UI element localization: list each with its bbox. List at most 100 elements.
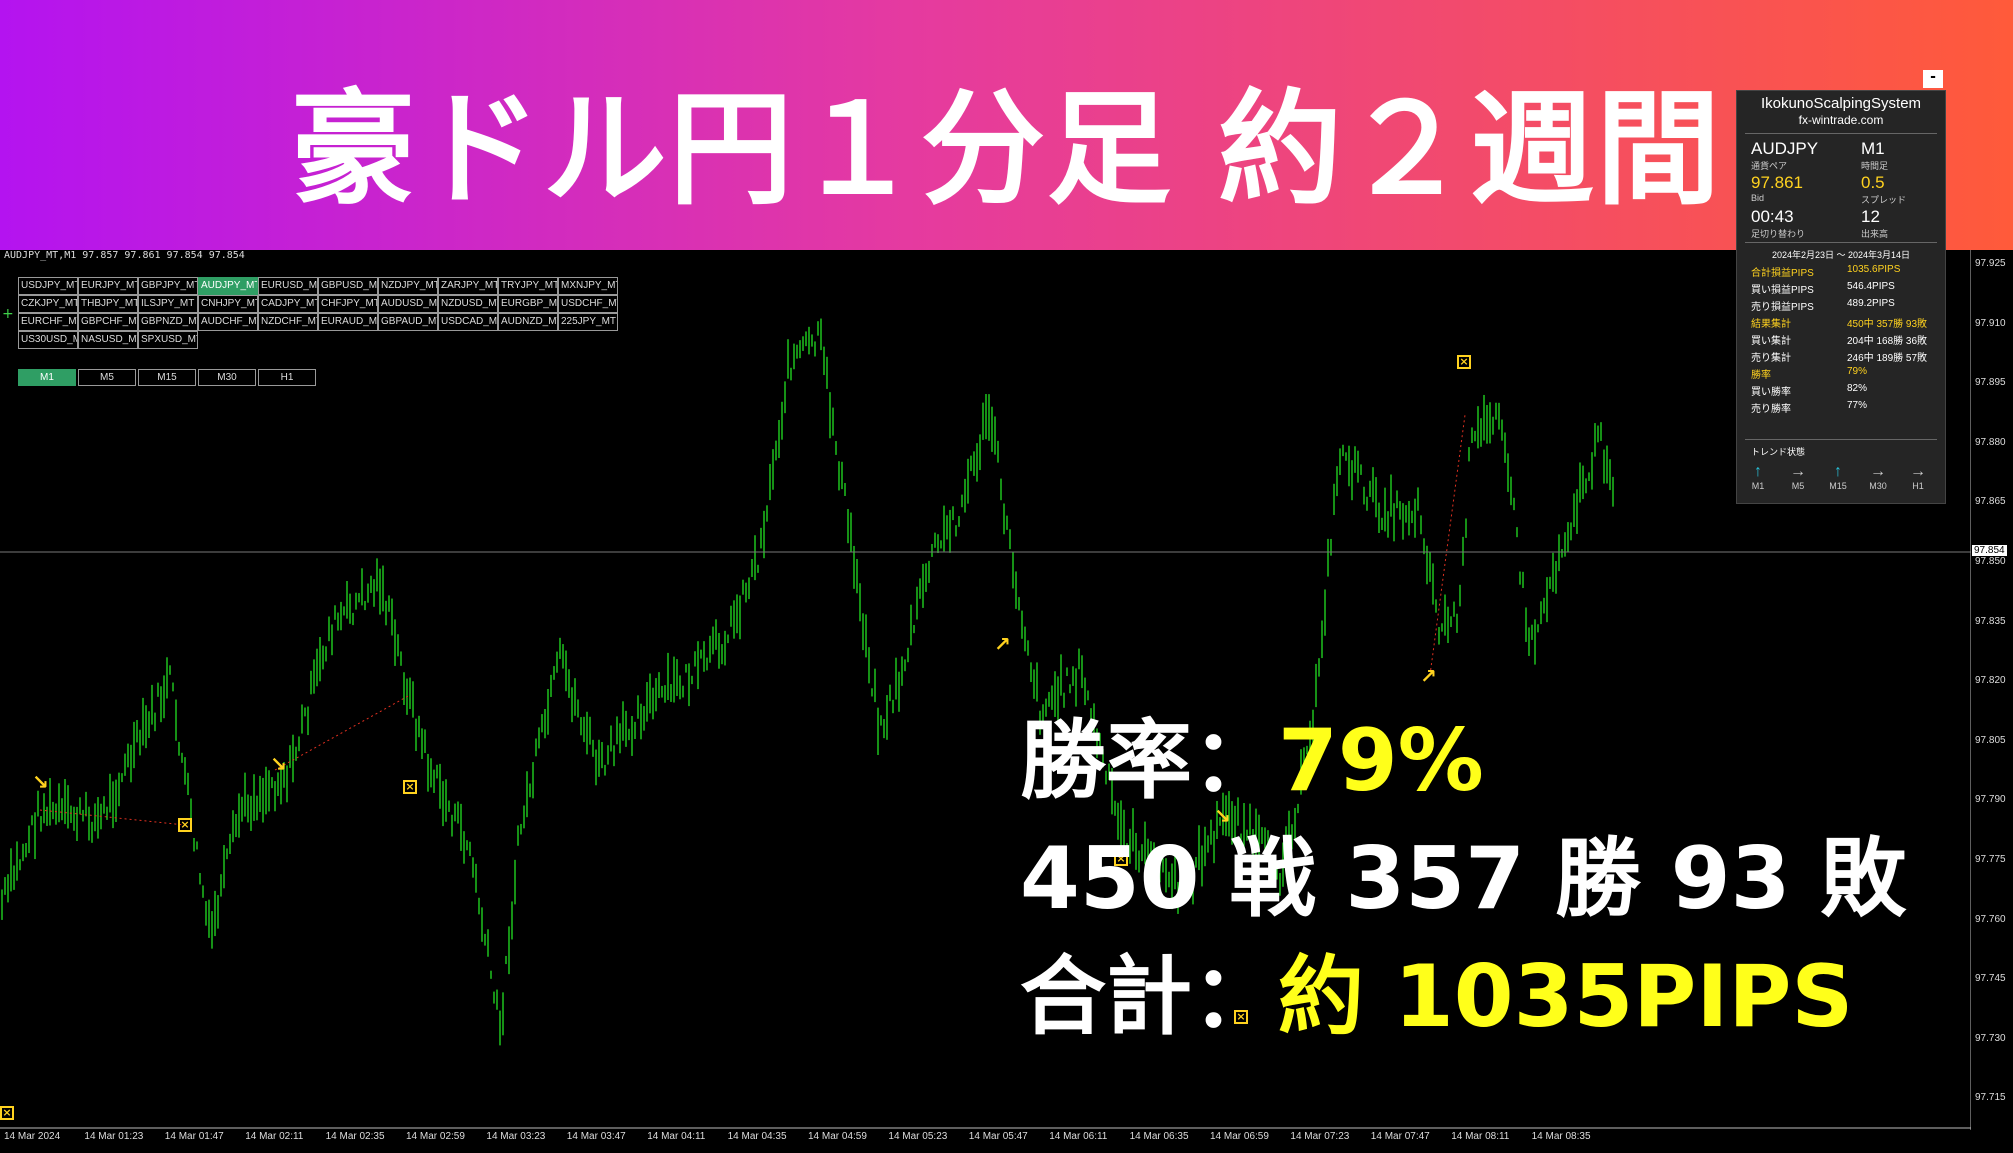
pair-label: 通貨ペア <box>1751 161 1788 171</box>
symbol-button[interactable]: ILSJPY_MT <box>138 295 198 313</box>
winrate-label: 勝率： <box>1020 711 1278 811</box>
symbol-button[interactable]: AUDCHF_MT <box>198 313 258 331</box>
symbol-button[interactable]: 225JPY_MT <box>558 313 618 331</box>
symbol-button[interactable]: USDCHF_MT <box>558 295 618 313</box>
bar-time-value: 00:43 <box>1751 207 1794 226</box>
x-tick-label: 14 Mar 04:11 <box>647 1131 706 1142</box>
stat-value: 82% <box>1847 383 1868 394</box>
symbol-button[interactable]: ZARJPY_MT <box>438 277 498 295</box>
exit-marker-icon: × <box>1457 355 1471 369</box>
y-tick-label: 97.745 <box>1975 973 2006 985</box>
stat-label: 勝率 <box>1751 370 1771 381</box>
x-tick-label: 14 Mar 06:35 <box>1129 1131 1189 1142</box>
exit-marker-icon: × <box>1114 852 1128 866</box>
plus-icon[interactable]: + <box>2 306 14 322</box>
y-tick-label: 97.775 <box>1975 854 2006 865</box>
trend-timeframe-label: M1 <box>1751 481 1765 491</box>
y-tick-label: 97.730 <box>1975 1032 2006 1044</box>
symbol-button[interactable]: USDJPY_MT <box>18 277 78 295</box>
stats-period: 2024年2月23日 ～ 2024年3月14日 <box>1771 250 1911 260</box>
symbol-button[interactable]: CADJPY_MT <box>258 295 318 313</box>
bid-value: 97.861 <box>1751 173 1803 192</box>
symbol-button[interactable]: AUDJPY_MT <box>198 277 258 295</box>
entry-arrow-icon: ↗ <box>1420 664 1437 688</box>
timeframe-button[interactable]: M30 <box>198 369 256 386</box>
symbol-button[interactable]: GBPAUD_MT <box>378 313 438 331</box>
timeframe-button[interactable]: M1 <box>18 369 76 386</box>
stat-value: 246中 189勝 57敗 <box>1847 353 1928 364</box>
stat-label: 買い損益PIPS <box>1751 285 1814 296</box>
stat-label: 結果集計 <box>1751 319 1791 330</box>
symbol-button[interactable]: EURUSD_MT <box>258 277 318 295</box>
entry-arrow-icon: ↘ <box>270 752 287 776</box>
symbol-button[interactable]: NZDUSD_MT <box>438 295 498 313</box>
symbol-button[interactable]: USDCAD_MT <box>438 313 498 331</box>
symbol-button[interactable]: NZDJPY_MT <box>378 277 438 295</box>
stat-label: 売り損益PIPS <box>1751 302 1814 313</box>
stat-value: 1035.6PIPS <box>1847 264 1901 275</box>
symbol-button[interactable]: AUDNZD_MT <box>498 313 558 331</box>
stat-value: 489.2PIPS <box>1847 298 1895 309</box>
symbol-button[interactable]: GBPNZD_MT <box>138 313 198 331</box>
y-tick-label: 97.760 <box>1975 913 2006 925</box>
entry-arrow-icon: ↘ <box>1214 804 1231 828</box>
y-tick-label: 97.910 <box>1975 317 2006 329</box>
y-tick-label: 97.835 <box>1975 615 2006 627</box>
arrow-right-icon: → <box>1910 463 1926 480</box>
symbol-button[interactable]: CZKJPY_MT <box>18 295 78 313</box>
x-tick-label: 14 Mar 06:59 <box>1210 1131 1269 1142</box>
arrow-right-icon: → <box>1870 463 1886 480</box>
x-tick-label: 14 Mar 2024 <box>4 1131 61 1142</box>
volume-label: 出来高 <box>1861 229 1889 239</box>
x-tick-label: 14 Mar 02:11 <box>245 1131 304 1142</box>
timeframe-button[interactable]: M15 <box>138 369 196 386</box>
x-tick-label: 14 Mar 01:23 <box>84 1131 144 1142</box>
symbol-button[interactable]: GBPJPY_MT <box>138 277 198 295</box>
total-label: 合計： <box>1020 947 1278 1047</box>
symbol-button[interactable]: NZDCHF_MT <box>258 313 318 331</box>
timeframe-button[interactable]: M5 <box>78 369 136 386</box>
exit-marker-icon: × <box>403 780 417 794</box>
symbol-button[interactable]: EURGBP_MT <box>498 295 558 313</box>
arrow-right-icon: → <box>1790 463 1806 480</box>
arrow-up-icon: ↑ <box>1754 463 1762 480</box>
arrow-up-icon: ↑ <box>1834 463 1842 480</box>
x-tick-label: 14 Mar 02:35 <box>325 1131 385 1142</box>
symbol-button[interactable]: AUDUSD_MT <box>378 295 438 313</box>
chart-window[interactable]: AUDJPY_MT,M1 97.857 97.861 97.854 97.854… <box>0 250 2013 1153</box>
symbol-button[interactable]: EURAUD_MT <box>318 313 378 331</box>
symbol-button[interactable]: GBPCHF_MT <box>78 313 138 331</box>
timeframe-button[interactable]: H1 <box>258 369 316 386</box>
symbol-button[interactable]: THBJPY_MT <box>78 295 138 313</box>
trend-timeframe-label: H1 <box>1912 481 1924 491</box>
trend-m1: ↑ M1 <box>1743 463 1773 491</box>
x-tick-label: 14 Mar 08:35 <box>1531 1131 1591 1142</box>
stat-label: 売り集計 <box>1751 353 1791 364</box>
symbol-button[interactable]: EURCHF_MT <box>18 313 78 331</box>
symbol-button[interactable]: US30USD_MT <box>18 331 78 349</box>
symbol-button[interactable]: NASUSD_MT <box>78 331 138 349</box>
winrate-value: 79% <box>1278 711 1484 811</box>
symbol-button[interactable]: CHFJPY_MT <box>318 295 378 313</box>
symbol-button[interactable]: SPXUSD_MT <box>138 331 198 349</box>
x-tick-label: 14 Mar 07:23 <box>1290 1131 1350 1142</box>
symbol-button[interactable]: GBPUSD_MT <box>318 277 378 295</box>
price-plot[interactable] <box>0 250 1971 1130</box>
stat-label: 合計損益PIPS <box>1751 268 1814 279</box>
x-tick-label: 14 Mar 05:47 <box>968 1131 1028 1142</box>
x-tick-label: 14 Mar 08:11 <box>1451 1131 1510 1142</box>
stat-value: 546.4PIPS <box>1847 281 1895 292</box>
trend-title: トレンド状態 <box>1751 447 1806 457</box>
panel-subtitle: fx-wintrade.com <box>1798 113 1884 127</box>
timeframe-label: 時間足 <box>1861 161 1889 171</box>
symbol-button[interactable]: TRYJPY_MT <box>498 277 558 295</box>
bid-label: Bid <box>1751 193 1765 203</box>
symbol-button[interactable]: CNHJPY_MT <box>198 295 258 313</box>
trend-m5: → M5 <box>1783 463 1813 491</box>
divider <box>1745 242 1937 243</box>
symbol-button[interactable]: MXNJPY_MT <box>558 277 618 295</box>
title-banner: 豪ドル円１分足 約２週間 <box>0 0 2013 250</box>
panel-minimize-button[interactable]: - <box>1923 70 1943 88</box>
symbol-button[interactable]: EURJPY_MT <box>78 277 138 295</box>
divider <box>1745 439 1937 440</box>
